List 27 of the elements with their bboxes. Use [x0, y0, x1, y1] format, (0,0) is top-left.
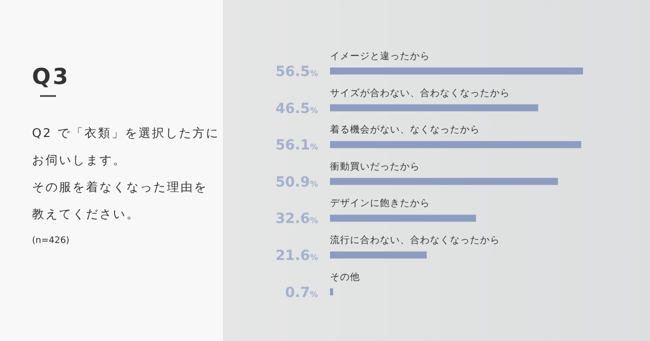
- data-label: 46.5%: [275, 100, 318, 117]
- y-tick-label: 衝動買いだったから: [330, 161, 420, 172]
- y-tick-label: 流行に合わない、合わなくなったから: [330, 234, 500, 246]
- bar: [330, 214, 476, 222]
- data-label: 50.9%: [275, 174, 318, 190]
- y-tick-label: サイズが合わない、合わなくなったから: [330, 86, 510, 99]
- text: お伺いします。: [32, 153, 126, 167]
- bar: [330, 252, 427, 258]
- y-tick-label: イメージと違ったから: [330, 50, 430, 62]
- y-tick-label: 着る機会がない、なくなったから: [330, 124, 480, 136]
- y-tick-label: その他: [330, 270, 360, 283]
- data-label: 0.7%: [285, 284, 318, 301]
- data-label: 32.6%: [275, 211, 318, 228]
- bar: [330, 68, 583, 74]
- text: Q2 で「衣類」を選択した方に: [32, 126, 220, 140]
- text: (n=426): [32, 236, 70, 246]
- bar: [330, 141, 582, 148]
- data-label: 56.5%: [275, 64, 318, 80]
- bar: [330, 288, 334, 296]
- data-label: 56.1%: [275, 138, 318, 154]
- y-tick-label: デザインに飽きたから: [330, 198, 430, 210]
- bar: [330, 178, 558, 185]
- bar: [330, 104, 538, 112]
- data-label: 21.6%: [275, 248, 318, 264]
- text: その服を着なくなった理由を: [32, 180, 208, 194]
- text: Q3: [32, 65, 70, 90]
- text: 教えてください。: [32, 207, 140, 221]
